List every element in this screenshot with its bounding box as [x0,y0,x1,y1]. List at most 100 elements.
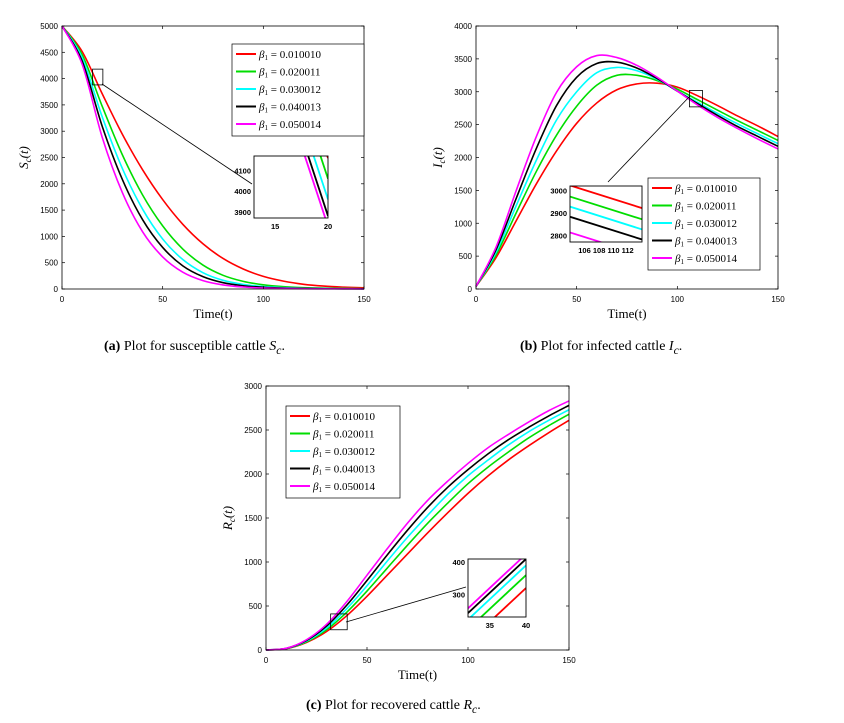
legend-beta-symbol: β [674,236,681,248]
legend-beta-subscript: 1 [318,451,322,459]
legend-beta-symbol: β [674,201,681,213]
inset-series-line-0.050014 [303,156,327,218]
series-line-0.040013 [265,404,570,651]
y-tick-label: 0 [54,285,59,294]
legend-beta-subscript: 1 [264,89,268,97]
inset-series-line-0.030012 [570,205,642,231]
caption-c: (c) Plot for recovered cattle Rc. [306,698,481,716]
legend-entry: β1 = 0.050014 [674,253,737,266]
inset-frame [253,155,329,219]
x-tick-label: 150 [771,295,785,304]
legend-beta-value: = 0.010010 [322,411,375,423]
y-tick-label: 3500 [454,55,472,64]
legend-beta-subscript: 1 [318,469,322,477]
y-tick-label: 2500 [244,426,262,435]
inset-series-line-0.040013 [468,559,526,614]
inset-y-tick-label: 4100 [234,166,251,175]
legend-beta-subscript: 1 [680,258,684,266]
legend-beta-subscript: 1 [680,223,684,231]
legend-beta-value: = 0.050014 [684,253,737,265]
legend-beta-symbol: β [258,119,265,131]
inset-series-line-0.030012 [469,564,526,617]
x-tick-label: 100 [461,656,475,665]
legend-beta-value: = 0.020011 [684,201,737,213]
legend-beta-value: = 0.020011 [322,429,375,441]
series-line-0.010010 [61,25,365,289]
panel-b-infected-chart: 0 50 100 1500500100015002000250030003500400… [430,22,785,321]
inset-y-tick-label: 2800 [550,231,567,240]
legend-beta-value: = 0.030012 [684,218,737,230]
legend-beta-subscript: 1 [264,124,268,132]
legend-entry: β1 = 0.030012 [674,218,737,231]
legend-beta-symbol: β [258,67,265,79]
inset-lines [303,156,328,218]
legend-beta-value: = 0.050014 [322,481,375,493]
y-label-argument: (t) [430,147,445,159]
y-tick-label: 1500 [40,206,58,215]
legend-entry: β1 = 0.010010 [674,183,737,196]
inset-frame [569,185,643,243]
y-axis-label: Ic(t) [430,147,447,169]
y-axis-label: Rc(t) [220,506,237,531]
legend-beta-value: = 0.030012 [268,84,321,96]
zoom-connector-line [101,83,253,185]
inset-x-tick-label: 20 [324,222,332,231]
legend-entry: β1 = 0.010010 [312,411,375,424]
series-line-0.020011 [475,73,779,287]
inset-lines [468,559,526,617]
inset-series-line-0.050014 [570,231,604,242]
legend-beta-symbol: β [258,84,265,96]
x-tick-label: 0 [264,656,269,665]
legend-beta-symbol: β [312,464,319,476]
inset-plot: 2800 2900 3000 106 108 110 112 [550,185,643,255]
y-label-argument: (t) [16,146,31,158]
y-tick-label: 4000 [454,22,472,31]
x-tick-label: 100 [257,295,271,304]
x-tick-label: 150 [357,295,371,304]
legend-beta-value: = 0.020011 [268,67,321,79]
legend-entry: β1 = 0.020011 [258,67,321,80]
y-label-symbol: S [16,162,31,169]
y-tick-label: 3000 [454,88,472,97]
inset-x-tick-labels: 106 108 110 112 [578,246,633,255]
x-tick-label: 0 [60,295,65,304]
zoom-connector-line [607,95,691,183]
y-tick-label: 2000 [40,180,58,189]
legend-entry: β1 = 0.030012 [312,446,375,459]
x-axis-label: Time(t) [193,306,232,321]
inset-y-tick-label: 2900 [550,209,567,218]
series-line-0.020011 [265,413,570,651]
y-tick-label: 2500 [454,121,472,130]
legend-beta-subscript: 1 [318,434,322,442]
series-line-0.010010 [475,82,779,287]
y-label-symbol: R [220,522,235,531]
legend-beta-subscript: 1 [264,107,268,115]
y-tick-label: 500 [249,602,263,611]
y-label-subscript: c [437,159,447,163]
legend-beta-value: = 0.040013 [684,236,737,248]
legend-entry: β1 = 0.050014 [312,481,375,494]
series-line-0.050014 [475,54,779,287]
y-tick-label: 1500 [244,514,262,523]
y-tick-label: 2000 [244,470,262,479]
panel-a-susceptible-chart: 0 50 100 1500500100015002000250030003500400… [16,22,371,321]
inset-y-tick-label: 4000 [234,187,251,196]
inset-series-line-0.030012 [312,156,328,200]
legend-entry: β1 = 0.030012 [258,84,321,97]
legend-beta-value: = 0.050014 [268,119,321,131]
y-label-symbol: I [430,163,445,169]
x-tick-label: 50 [572,295,581,304]
legend-beta-symbol: β [258,49,265,61]
legend-beta-subscript: 1 [680,206,684,214]
legend-beta-symbol: β [674,183,681,195]
legend-entry: β1 = 0.040013 [674,236,737,249]
inset-series-line-0.050014 [468,559,523,609]
series-line-0.040013 [475,60,779,287]
legend-entry: β1 = 0.010010 [258,49,321,62]
zoom-region-box [92,68,104,86]
inset-lines [570,186,642,242]
y-tick-label: 0 [468,285,473,294]
legend-beta-symbol: β [258,102,265,114]
